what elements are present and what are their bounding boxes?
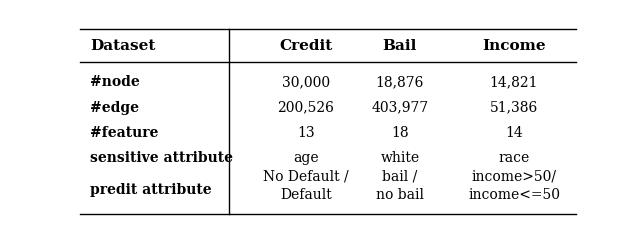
Text: predit attribute: predit attribute bbox=[90, 183, 212, 197]
Text: 14: 14 bbox=[505, 126, 523, 140]
Text: Credit: Credit bbox=[279, 39, 332, 53]
Text: 18: 18 bbox=[391, 126, 409, 140]
Text: 14,821: 14,821 bbox=[490, 75, 538, 89]
Text: 51,386: 51,386 bbox=[490, 101, 538, 115]
Text: 13: 13 bbox=[297, 126, 314, 140]
Text: 18,876: 18,876 bbox=[376, 75, 424, 89]
Text: Bail: Bail bbox=[383, 39, 417, 53]
Text: sensitive attribute: sensitive attribute bbox=[90, 151, 233, 165]
Text: race: race bbox=[499, 151, 530, 165]
Text: income>50/
income<=50: income>50/ income<=50 bbox=[468, 169, 560, 202]
Text: white: white bbox=[380, 151, 419, 165]
Text: #node: #node bbox=[90, 75, 140, 89]
Text: #edge: #edge bbox=[90, 101, 139, 115]
Text: 403,977: 403,977 bbox=[371, 101, 429, 115]
Text: 200,526: 200,526 bbox=[277, 101, 334, 115]
Text: 30,000: 30,000 bbox=[282, 75, 330, 89]
Text: Income: Income bbox=[482, 39, 546, 53]
Text: No Default /
Default: No Default / Default bbox=[263, 169, 349, 202]
Text: #feature: #feature bbox=[90, 126, 158, 140]
Text: age: age bbox=[293, 151, 319, 165]
Text: Dataset: Dataset bbox=[90, 39, 156, 53]
Text: bail /
no bail: bail / no bail bbox=[376, 169, 424, 202]
